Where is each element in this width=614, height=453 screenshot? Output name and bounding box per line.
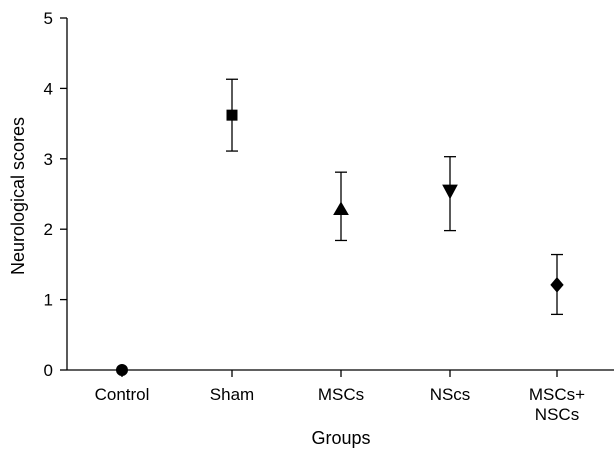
x-axis: Control Sham MSCs NScs MSCs+NSCs [67, 369, 614, 424]
y-tick-label: 2 [44, 220, 53, 239]
x-tick-label: NSCs [535, 405, 579, 424]
y-axis: 0 1 2 3 4 5 [44, 9, 68, 380]
x-axis-label: Groups [311, 428, 370, 448]
x-tick-label: NScs [430, 385, 471, 404]
y-tick-label: 5 [44, 9, 53, 28]
y-tick-label: 0 [44, 361, 53, 380]
x-tick-label: Sham [210, 385, 254, 404]
data-series [116, 78, 564, 376]
y-tick-label: 4 [44, 79, 53, 98]
x-tick-label: Control [95, 385, 150, 404]
data-point-mscs-nscs [550, 277, 564, 293]
data-point-sham [226, 109, 238, 121]
y-axis-label: Neurological scores [8, 117, 28, 275]
y-tick-label: 1 [44, 291, 53, 310]
data-point-nscs [442, 184, 458, 200]
data-point-control [116, 364, 128, 376]
x-tick-label: MSCs [318, 385, 364, 404]
y-tick-label: 3 [44, 150, 53, 169]
x-tick-label: MSCs+ [529, 385, 585, 404]
data-point-mscs [333, 201, 349, 215]
